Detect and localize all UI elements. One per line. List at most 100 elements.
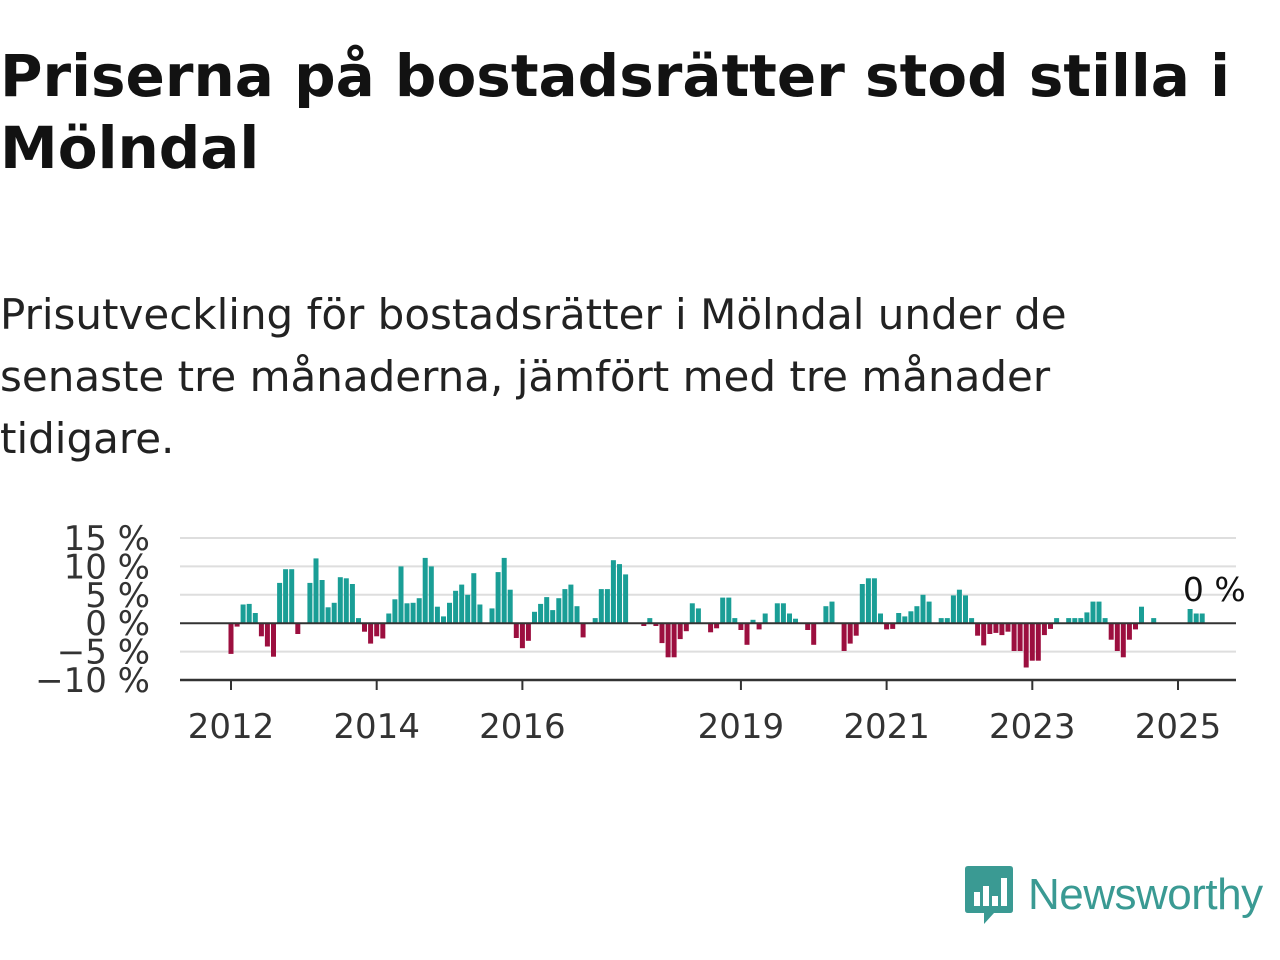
bar [422, 557, 428, 624]
bar [793, 618, 798, 624]
bar [829, 601, 835, 624]
bar [610, 560, 616, 624]
bar [950, 595, 956, 624]
bar [447, 602, 452, 624]
bar [246, 603, 252, 624]
x-tick-label: 2023 [989, 707, 1076, 747]
bar [944, 618, 950, 624]
bar [1005, 623, 1011, 632]
bar [920, 594, 926, 624]
bar [289, 569, 295, 624]
bar [689, 603, 695, 624]
bar [283, 569, 289, 624]
bar [780, 603, 786, 624]
x-axis-labels: 2012 2014 2016 2019 2021 2023 2025 [188, 707, 1222, 747]
y-tick-label: −5 % [57, 633, 150, 673]
bar [441, 616, 446, 624]
grid-lines [180, 537, 1236, 653]
bar [519, 623, 525, 649]
bar [617, 564, 622, 624]
bar [859, 584, 865, 624]
bar [1084, 612, 1090, 624]
bar [392, 599, 398, 624]
bar [477, 604, 483, 624]
newsworthy-logo: Newsworthy [964, 862, 1263, 928]
y-tick-label: 15 % [64, 519, 150, 559]
bar [574, 606, 580, 624]
bar [884, 623, 890, 630]
bar [1066, 618, 1072, 624]
bar [1048, 623, 1053, 629]
bar [459, 584, 465, 624]
bar [1151, 618, 1157, 624]
x-tick-label: 2021 [843, 707, 930, 747]
bar [489, 608, 495, 624]
bar [956, 589, 962, 624]
bar [562, 589, 568, 624]
bar [647, 618, 653, 624]
bar [653, 623, 659, 626]
bar [277, 582, 283, 624]
bar [604, 589, 610, 624]
bar [878, 613, 883, 624]
bar [896, 613, 902, 624]
bar-chart-speech-bubble-icon [965, 866, 1013, 924]
bar [1126, 623, 1132, 640]
bar [1096, 601, 1102, 624]
bar [550, 610, 556, 624]
bar [738, 623, 744, 630]
y-tick-label: 0 % [85, 604, 150, 644]
bar [1133, 623, 1138, 630]
bar [580, 623, 586, 638]
bar [853, 623, 859, 636]
chart-subtitle: Prisutveckling för bostadsrätter i Mölnd… [0, 290, 1067, 463]
bar [495, 572, 501, 624]
bar [1090, 601, 1096, 624]
bar [774, 603, 780, 624]
bar [453, 590, 459, 624]
bar [513, 623, 519, 638]
brand-name: Newsworthy [1028, 870, 1263, 919]
bar [1187, 609, 1193, 624]
bar [1017, 623, 1023, 651]
y-tick-label: 10 % [64, 547, 150, 587]
bar [1072, 618, 1078, 624]
bar [434, 606, 440, 624]
bar [295, 623, 301, 634]
bar [258, 623, 264, 637]
bar [671, 623, 677, 658]
bar [1078, 618, 1084, 624]
bar [963, 595, 968, 624]
bar [665, 623, 671, 658]
bar [1023, 623, 1029, 668]
bar [1199, 613, 1205, 624]
bar [805, 623, 811, 630]
bar [525, 623, 531, 641]
bar [1193, 613, 1199, 624]
bar [398, 566, 404, 624]
bar [325, 607, 331, 624]
bar [750, 619, 756, 624]
bar [465, 594, 471, 624]
bar [404, 603, 410, 624]
bar [999, 623, 1005, 636]
bar [938, 618, 944, 624]
bar [1029, 623, 1035, 661]
bar [1102, 618, 1108, 624]
bar [623, 574, 629, 624]
bar [319, 580, 325, 624]
bar [993, 623, 999, 633]
bar [568, 584, 574, 624]
bar [708, 623, 714, 633]
price-change-bar-chart: 15 %10 %5 %0 %−5 %−10 % 2012 2014 2016 2019… [35, 519, 1246, 747]
bar [1041, 623, 1047, 636]
bar [714, 623, 720, 629]
x-tick-label: 2025 [1135, 707, 1222, 747]
bar [598, 589, 604, 624]
bar [228, 623, 234, 654]
bar [1011, 623, 1017, 651]
bars [228, 557, 1205, 668]
bar [416, 598, 422, 624]
bar [313, 558, 319, 624]
bar [592, 618, 598, 624]
